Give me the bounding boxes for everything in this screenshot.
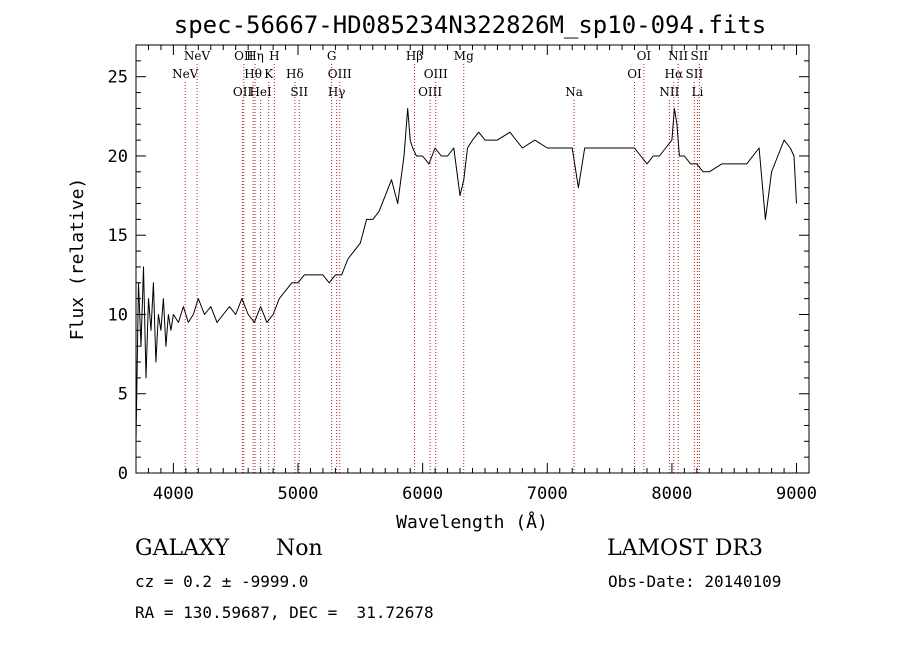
y-axis: 0 5 10 15 20 25 (108, 44, 809, 484)
line-marker-label: SII (690, 49, 708, 63)
emission-line-markers: NeVNeVOIIOIIHθHηHeIKHHδSIIGHγOIIIHβOIIIO… (172, 49, 708, 473)
line-marker-label: Hγ (328, 85, 346, 99)
line-marker-label: Mg (454, 49, 474, 63)
x-tick-label: 8000 (651, 484, 692, 504)
line-marker-label: Hδ (286, 67, 304, 81)
x-tick-label: 5000 (278, 484, 319, 504)
object-subclass: Non (276, 536, 323, 561)
y-tick-label: 10 (108, 305, 128, 325)
spectrum-line (135, 107, 797, 442)
line-marker-label: Hβ (406, 49, 423, 63)
line-marker-label: OII (233, 85, 253, 99)
x-axis: 4000 5000 6000 7000 8000 9000 (135, 45, 817, 504)
line-marker-label: H (269, 49, 279, 63)
chart-title: spec-56667-HD085234N322826M_sp10-094.fit… (174, 11, 766, 39)
line-marker-label: OI (637, 49, 652, 63)
line-marker-label: Na (565, 85, 583, 99)
line-marker-label: SII (685, 67, 703, 81)
y-tick-label: 25 (108, 68, 128, 88)
x-axis-label: Wavelength (Å) (396, 511, 548, 533)
x-tick-label: 7000 (527, 484, 568, 504)
observation-date: Obs-Date: 20140109 (608, 572, 782, 591)
line-marker-label: NeV (184, 49, 211, 63)
line-marker-label: OIII (328, 67, 352, 81)
line-marker-label: Hθ (244, 67, 262, 81)
coordinates: RA = 130.59687, DEC = 31.72678 (135, 603, 434, 622)
spectrum-layer (135, 107, 797, 442)
x-tick-label: 6000 (402, 484, 443, 504)
y-tick-label: 0 (118, 464, 128, 484)
line-marker-label: NII (659, 85, 679, 99)
line-marker-label: NeV (172, 67, 199, 81)
line-marker-label: G (327, 49, 337, 63)
line-marker-label: NII (668, 49, 688, 63)
y-tick-label: 15 (108, 226, 128, 246)
y-axis-label: Flux (relative) (67, 178, 88, 341)
plot-frame (135, 44, 810, 474)
object-class: GALAXY (135, 536, 230, 561)
line-marker-label: OIII (424, 67, 448, 81)
line-marker-label: Li (692, 85, 704, 99)
x-tick-label: 9000 (776, 484, 817, 504)
line-marker-label: Hη (246, 49, 264, 63)
y-tick-label: 5 (118, 385, 128, 405)
y-tick-label: 20 (108, 147, 128, 167)
line-marker-label: OIII (418, 85, 442, 99)
line-marker-label: OI (627, 67, 642, 81)
line-marker-label: Hα (664, 67, 683, 81)
line-marker-label: K (264, 67, 274, 81)
line-marker-label: SII (290, 85, 308, 99)
survey-name: LAMOST DR3 (607, 536, 763, 561)
x-tick-label: 4000 (153, 484, 194, 504)
line-marker-label: OII (234, 49, 254, 63)
line-marker-label: HeI (249, 85, 272, 99)
redshift-value: cz = 0.2 ± -9999.0 (135, 572, 309, 591)
